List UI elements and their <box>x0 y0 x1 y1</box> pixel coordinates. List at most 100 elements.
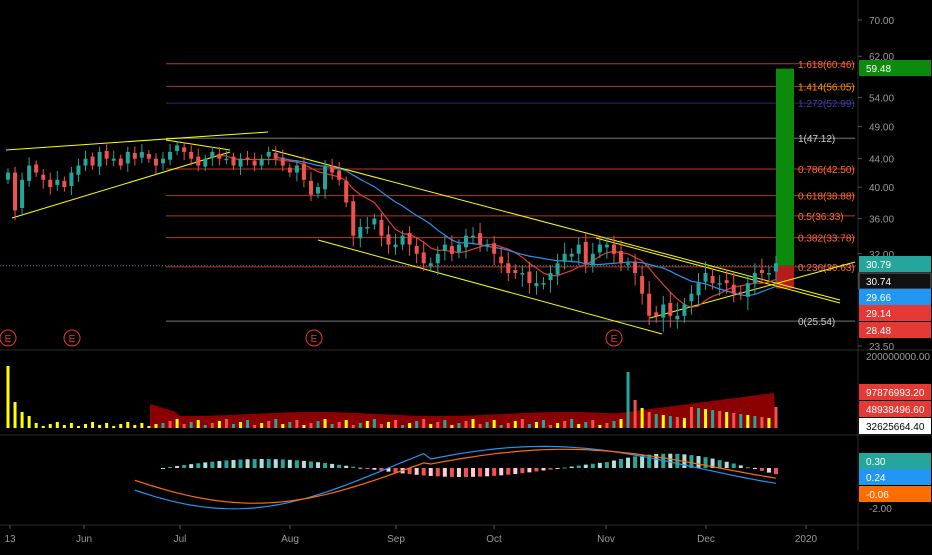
volume-bar <box>619 419 623 428</box>
macd-histogram-bar <box>668 453 673 468</box>
candle-body <box>224 158 229 161</box>
position-zones[interactable] <box>776 68 794 289</box>
candle-body <box>266 151 271 157</box>
volume-bar <box>584 422 588 428</box>
macd-histogram-bar <box>604 462 609 468</box>
candle-body <box>548 273 553 281</box>
volume-bar <box>394 420 398 428</box>
macd-histogram-bar <box>414 468 419 475</box>
macd-histogram-bar <box>252 459 257 468</box>
price-axis[interactable]: 70.00 62.00 54.00 49.00 44.00 40.00 36.00 32.00… <box>858 16 930 515</box>
candle-body <box>132 152 137 159</box>
candle-body <box>104 150 109 159</box>
volume-bar <box>365 421 369 428</box>
trendlines[interactable] <box>5 131 856 335</box>
volume-tag-bg <box>859 401 931 417</box>
time-tick-label: Oct <box>486 534 502 545</box>
candle-body <box>696 283 701 296</box>
macd-histogram-bar <box>597 462 602 468</box>
volume-bar <box>647 412 651 428</box>
macd-histogram-bar <box>590 463 595 468</box>
volume-bar <box>372 419 376 428</box>
volume-bar <box>401 425 405 428</box>
fib-level-label: 0.382(33.78) <box>798 234 855 245</box>
volume-bar <box>534 422 538 428</box>
candle-body <box>506 263 511 274</box>
volume-bar <box>675 417 679 428</box>
macd-histogram-bar <box>161 468 166 469</box>
earnings-marker-label: E <box>611 334 618 345</box>
moving-averages <box>219 154 777 308</box>
candle-body <box>48 179 53 188</box>
earnings-marker-circle <box>605 329 623 347</box>
time-tick-label: Nov <box>597 534 615 545</box>
volume-bar <box>689 407 693 428</box>
candle-body <box>118 158 123 166</box>
macd-histogram-bar <box>717 460 722 468</box>
target-zone <box>776 68 794 266</box>
macd-histogram-bar <box>583 464 588 468</box>
macd-tag: 0.24 <box>866 473 886 484</box>
macd-histogram-bar <box>766 468 771 473</box>
candle-body <box>330 165 335 173</box>
volume-bar <box>506 423 510 428</box>
candle-body <box>485 244 490 247</box>
macd-histogram-bar <box>231 459 236 468</box>
candle-body <box>675 315 680 320</box>
volume-tag: 97876993.20 <box>866 388 925 399</box>
volume-bar <box>98 425 102 428</box>
volume-bar <box>246 420 250 428</box>
earnings-marker-label: E <box>69 334 76 345</box>
macd-histogram-bar <box>738 465 743 468</box>
candle-body <box>139 151 144 158</box>
earnings-marker-label: E <box>311 334 318 345</box>
volume-bar <box>6 366 10 428</box>
macd-histogram-bar <box>626 457 631 468</box>
macd-histogram-bar <box>203 462 208 468</box>
candle-body <box>358 227 363 239</box>
volume-bar <box>27 416 31 428</box>
macd-histogram-bar <box>562 467 567 469</box>
candle-body <box>604 244 609 248</box>
macd-histogram-bar <box>266 459 271 468</box>
candle-body <box>611 244 616 254</box>
macd-histogram-bar <box>696 456 701 468</box>
candle-body <box>463 235 468 248</box>
volume-bar <box>358 423 362 428</box>
fibonacci-retracement[interactable]: 1.618(60.46) 1.414(56.05) 1.272(52.99) 1(47… <box>0 60 858 328</box>
price-tick-label: 62.00 <box>869 52 894 63</box>
fib-level-label: 0(25.54) <box>798 317 835 328</box>
macd-histogram-bar <box>421 468 426 476</box>
candle-body <box>569 253 574 257</box>
candle-body <box>428 263 433 267</box>
candle-body <box>745 283 750 297</box>
candle-body <box>400 235 405 245</box>
volume-bar <box>682 418 686 428</box>
macd-histogram-bar <box>224 460 229 468</box>
macd-histogram-bar <box>506 468 511 475</box>
volume-bar <box>344 420 348 428</box>
candle-body <box>555 263 560 275</box>
candle-body <box>633 261 638 274</box>
macd-histogram-bar <box>280 459 285 468</box>
candle-body <box>759 270 764 274</box>
price-tick-label: 23.50 <box>869 342 894 353</box>
volume-bar <box>513 421 517 428</box>
candle-body <box>478 233 483 245</box>
volume-bar <box>739 414 743 428</box>
volume-bar <box>436 422 440 428</box>
macd-histogram-bar <box>527 468 532 473</box>
volume-bar <box>41 426 45 428</box>
macd-histogram-bar <box>337 464 342 468</box>
candle-body <box>76 165 81 175</box>
macd-histogram-bar <box>245 459 250 468</box>
trendline <box>271 149 841 301</box>
volume-bar <box>147 426 151 428</box>
candle-body <box>618 251 623 264</box>
macd-histogram-bar <box>745 467 750 469</box>
volume-bar <box>20 412 24 428</box>
time-axis[interactable]: 13 Jun Jul Aug Sep Oct Nov Dec 2020 <box>4 525 818 545</box>
